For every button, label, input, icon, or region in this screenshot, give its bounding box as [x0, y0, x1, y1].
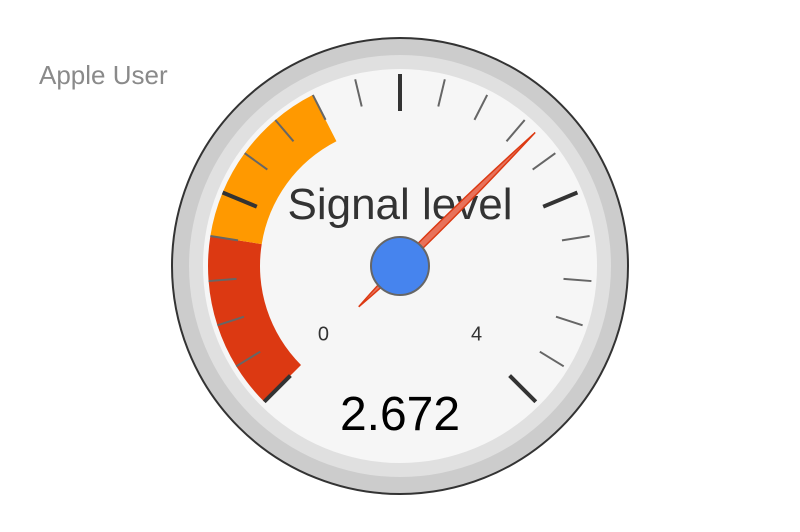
gauge-needle-group: [358, 131, 536, 308]
gauge-minor-tick: [217, 315, 245, 327]
gauge-minor-tick: [274, 119, 295, 142]
gauge-band-red: [208, 235, 302, 402]
gauge-min-label: 0: [318, 324, 329, 346]
gauge-minor-tick: [210, 234, 239, 242]
gauge-minor-tick: [437, 79, 446, 107]
gauge-minor-tick: [354, 79, 363, 107]
user-name-label: Apple User: [39, 60, 168, 90]
gauge-minor-tick: [473, 94, 489, 121]
gauge-ticks: [208, 74, 592, 404]
gauge-band-yellow: [210, 94, 337, 245]
gauge-major-tick: [221, 190, 258, 209]
gauge-minor-tick: [555, 315, 583, 327]
gauge-bands: [208, 94, 337, 402]
gauge-minor-tick: [244, 152, 268, 171]
gauge-needle-hub: [370, 236, 430, 296]
gauge-major-tick: [508, 374, 538, 404]
gauge-minor-tick: [561, 234, 590, 242]
gauge-minor-tick: [311, 94, 327, 121]
gauge-minor-tick: [505, 119, 526, 142]
gauge-minor-tick: [208, 277, 237, 283]
gauge-max-label: 4: [471, 324, 482, 346]
gauge-minor-tick: [563, 277, 592, 283]
gauge-minor-tick: [532, 152, 556, 171]
gauge-minor-tick: [539, 350, 565, 368]
gauge-major-tick: [542, 190, 579, 209]
gauge-minor-tick: [235, 350, 261, 368]
gauge-value-readout: 2.672: [340, 388, 460, 441]
gauge-major-tick: [262, 374, 292, 404]
